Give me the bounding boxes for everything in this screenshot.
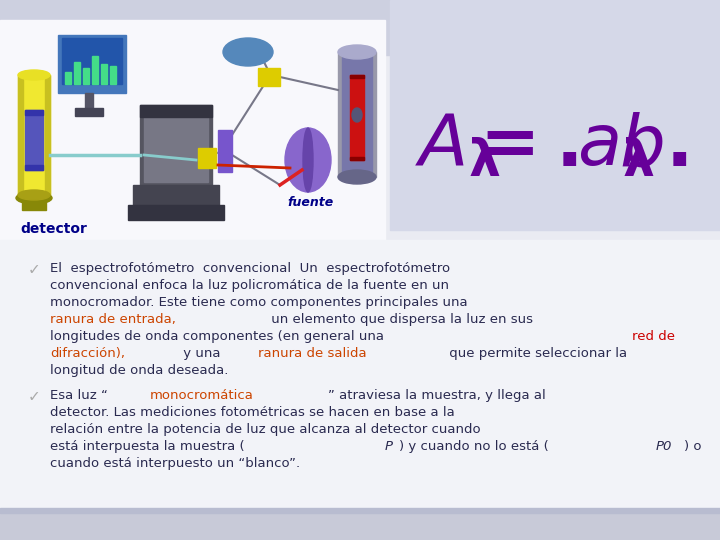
Bar: [0, 240, 720, 510]
Ellipse shape: [16, 192, 52, 204]
Text: que permite seleccionar la: que permite seleccionar la: [444, 347, 626, 360]
Bar: [22, 200, 46, 210]
Bar: [198, 148, 216, 168]
Text: ) y cuando no lo está (: ) y cuando no lo está (: [398, 440, 548, 453]
Bar: [85, 93, 93, 111]
Bar: [140, 105, 212, 117]
Bar: [18, 75, 50, 195]
Text: $\mathbf{=}\ \mathbf{\mathit{a}}_{\mathbf{\lambda}}$: $\mathbf{=}\ \mathbf{\mathit{a}}_{\mathb…: [465, 110, 654, 180]
Bar: [0, 0, 720, 55]
Text: difracción),: difracción),: [50, 347, 125, 360]
Ellipse shape: [285, 128, 331, 192]
Text: longitudes de onda componentes (en general una: longitudes de onda componentes (en gener…: [50, 330, 388, 343]
Bar: [342, 56, 372, 174]
Bar: [18, 75, 23, 195]
Bar: [75, 108, 103, 116]
Text: fuente: fuente: [287, 196, 333, 209]
Ellipse shape: [338, 45, 376, 59]
Text: $\mathbf{.}\ \mathbf{\mathit{b}}\mathbf{.}\ \mathbf{\mathit{C}}$: $\mathbf{.}\ \mathbf{\mathit{b}}\mathbf{…: [555, 110, 720, 180]
Bar: [101, 64, 107, 84]
Text: P0: P0: [656, 440, 672, 453]
Bar: [133, 185, 219, 207]
Text: ” atraviesa la muestra, y llega al: ” atraviesa la muestra, y llega al: [328, 389, 546, 402]
Text: El  espectrofotómetro  convencional  Un  espectrofotómetro: El espectrofotómetro convencional Un esp…: [50, 262, 450, 275]
Text: ranura de salida: ranura de salida: [258, 347, 366, 360]
Text: Esa luz “: Esa luz “: [50, 389, 108, 402]
Text: monocromador. Este tiene como componentes principales una: monocromador. Este tiene como componente…: [50, 296, 467, 309]
Bar: [0, 508, 720, 513]
Text: monocromática: monocromática: [150, 389, 253, 402]
Bar: [140, 105, 212, 187]
Bar: [144, 108, 208, 182]
Text: un elemento que dispersa la luz en sus: un elemento que dispersa la luz en sus: [266, 313, 533, 326]
Bar: [74, 62, 80, 84]
Bar: [25, 110, 43, 170]
Ellipse shape: [18, 70, 50, 80]
Bar: [338, 52, 376, 177]
Bar: [350, 75, 364, 78]
Bar: [62, 38, 122, 84]
Text: detector: detector: [20, 222, 87, 236]
Text: longitud de onda deseada.: longitud de onda deseada.: [50, 364, 228, 377]
Bar: [350, 157, 364, 160]
Text: $\mathbf{\mathit{A}}_{\mathbf{\lambda}}$: $\mathbf{\mathit{A}}_{\mathbf{\lambda}}$: [415, 110, 501, 180]
Text: detector. Las mediciones fotométricas se hacen en base a la: detector. Las mediciones fotométricas se…: [50, 406, 455, 419]
Text: ✓: ✓: [28, 262, 41, 277]
Bar: [65, 72, 71, 84]
Text: está interpuesta la muestra (: está interpuesta la muestra (: [50, 440, 245, 453]
Text: y una: y una: [179, 347, 225, 360]
Bar: [25, 110, 43, 115]
Bar: [92, 56, 98, 84]
Text: ) o: ) o: [684, 440, 702, 453]
Text: red de: red de: [631, 330, 675, 343]
Ellipse shape: [223, 38, 273, 66]
Text: convencional enfoca la luz policromática de la fuente en un: convencional enfoca la luz policromática…: [50, 279, 449, 292]
Text: ✓: ✓: [28, 389, 41, 404]
Ellipse shape: [18, 190, 50, 200]
Text: relación entre la potencia de luz que alcanza al detector cuando: relación entre la potencia de luz que al…: [50, 423, 481, 436]
Bar: [110, 66, 116, 84]
Bar: [390, 0, 720, 230]
Ellipse shape: [338, 170, 376, 184]
Ellipse shape: [352, 108, 362, 122]
Bar: [25, 165, 43, 170]
Bar: [218, 130, 232, 172]
Bar: [128, 205, 224, 220]
Bar: [83, 68, 89, 84]
Bar: [350, 75, 364, 160]
Text: cuando está interpuesto un “blanco”.: cuando está interpuesto un “blanco”.: [50, 457, 300, 470]
Text: P: P: [384, 440, 392, 453]
Bar: [258, 68, 280, 86]
Bar: [45, 75, 50, 195]
Bar: [58, 35, 126, 93]
Bar: [0, 510, 720, 540]
Bar: [0, 20, 385, 240]
Text: ranura de entrada,: ranura de entrada,: [50, 313, 176, 326]
Ellipse shape: [303, 128, 313, 192]
